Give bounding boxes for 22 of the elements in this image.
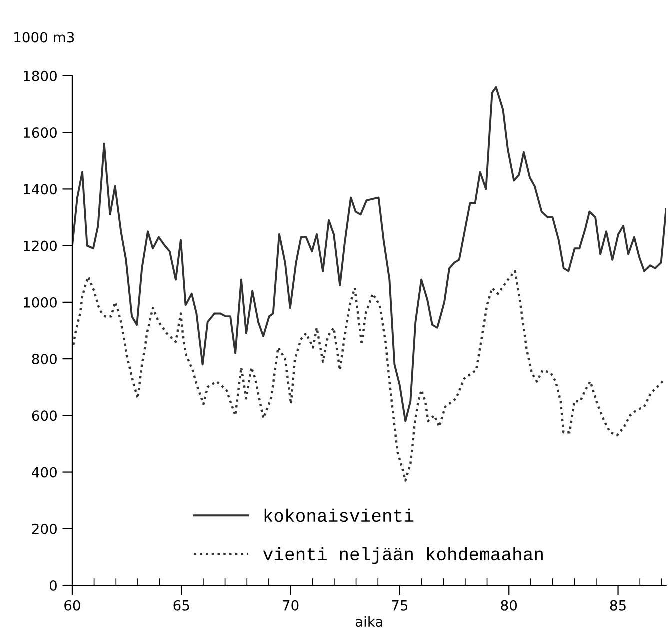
y-tick-label: 1800: [24, 70, 57, 82]
legend-label: kokonaisvienti: [264, 508, 414, 522]
line-series: [72, 86, 666, 422]
x-axis-title: aika: [356, 616, 382, 628]
y-axis-title: 1000 m3: [14, 32, 74, 43]
line-series: [72, 270, 666, 482]
y-tick-label: 800: [32, 354, 57, 365]
x-tick-label: 65: [174, 600, 190, 611]
y-tick-label: 400: [32, 467, 57, 478]
y-tick-label: 600: [32, 410, 57, 422]
legend-label: vienti neljään kohdemaahan: [263, 547, 543, 564]
y-tick-label: 1000: [24, 297, 57, 308]
x-tick-label: 75: [392, 600, 408, 611]
y-tick-label: 1200: [24, 240, 57, 252]
x-tick-label: 85: [610, 600, 626, 611]
x-tick-label: 80: [501, 600, 518, 611]
y-tick-label: 1400: [24, 184, 57, 195]
x-tick-label: 70: [283, 600, 299, 611]
x-tick-label: 60: [64, 600, 80, 611]
y-tick-label: 1600: [24, 128, 57, 138]
y-tick-label: 200: [32, 524, 57, 534]
y-tick-label: 0: [50, 580, 57, 591]
